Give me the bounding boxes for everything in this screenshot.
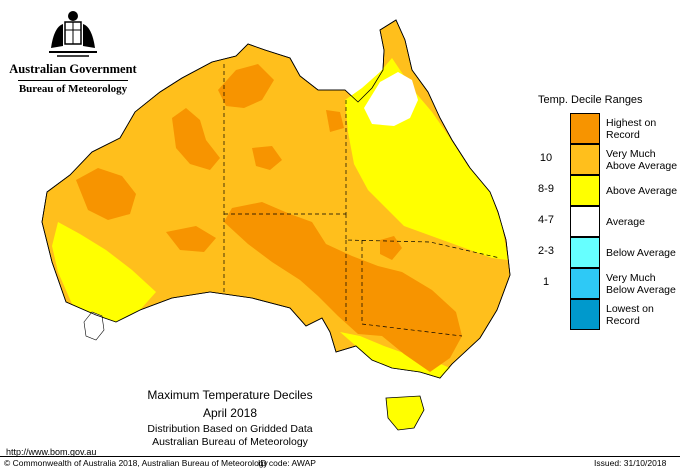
yellow-southwest bbox=[52, 222, 156, 322]
website-link[interactable]: http://www.bom.gov.au bbox=[6, 447, 97, 457]
issued-date: Issued: 31/10/2018 bbox=[594, 458, 667, 468]
legend-label: Very Much Above Average bbox=[606, 147, 678, 172]
orange-central-west bbox=[166, 226, 216, 252]
map-title: Maximum Temperature Deciles bbox=[147, 388, 313, 402]
legend-swatch bbox=[570, 175, 600, 206]
legend-title: Temp. Decile Ranges bbox=[538, 94, 643, 106]
legend-swatch bbox=[570, 299, 600, 330]
legend-item: 1 Very Much Below Average bbox=[530, 268, 680, 300]
white-cape-york bbox=[364, 72, 418, 126]
coat-of-arms-icon bbox=[49, 11, 97, 57]
map-subtitle: Distribution Based on Gridded Data bbox=[147, 423, 313, 435]
legend-label: Highest on Record bbox=[606, 116, 657, 141]
footer-divider bbox=[0, 456, 680, 457]
orange-queensland-inland bbox=[380, 236, 402, 260]
legend-swatch bbox=[570, 206, 600, 237]
orange-kimberley bbox=[172, 108, 220, 170]
copyright: © Commonwealth of Australia 2018, Austra… bbox=[4, 458, 268, 468]
legend-swatch bbox=[570, 237, 600, 268]
legend-item: 4-7 Average bbox=[530, 206, 680, 238]
legend-swatch bbox=[570, 144, 600, 175]
tasmania bbox=[385, 395, 425, 431]
legend-range: 2-3 bbox=[538, 245, 554, 257]
legend-label: Above Average bbox=[606, 184, 678, 197]
state-borders bbox=[223, 64, 501, 337]
legend-item: 2-3 Below Average bbox=[530, 237, 680, 269]
legend-range: 10 bbox=[539, 152, 553, 164]
map-period: April 2018 bbox=[202, 406, 258, 420]
legend-item: 8-9 Above Average bbox=[530, 175, 680, 207]
white-southwest-corner bbox=[83, 311, 105, 341]
legend-label: Very Much Below Average bbox=[606, 271, 676, 296]
legend-item: 10 Very Much Above Average bbox=[530, 144, 680, 176]
legend-swatch bbox=[570, 113, 600, 144]
legend-item: Highest on Record bbox=[530, 113, 680, 145]
legend-range: 4-7 bbox=[538, 214, 554, 226]
org-primary: Australian Government bbox=[9, 62, 137, 76]
id-code: ID code: AWAP bbox=[258, 458, 316, 468]
org-secondary: Bureau of Meteorology bbox=[18, 83, 128, 95]
legend-swatch bbox=[570, 268, 600, 299]
legend-range: 8-9 bbox=[538, 183, 554, 195]
orange-northern-territory bbox=[252, 146, 282, 170]
legend-label: Lowest on Record bbox=[606, 302, 654, 327]
government-branding: Australian Government Bureau of Meteorol… bbox=[8, 8, 138, 95]
map-source: Australian Bureau of Meteorology bbox=[152, 436, 308, 448]
legend-item: Lowest on Record bbox=[530, 299, 680, 331]
orange-central-southeast bbox=[224, 202, 462, 372]
map-caption: Maximum Temperature Deciles April 2018 D… bbox=[130, 388, 330, 448]
orange-pilbara bbox=[76, 168, 136, 220]
orange-gulf bbox=[326, 110, 344, 132]
yellow-pocket-qld bbox=[396, 186, 438, 212]
legend-label: Below Average bbox=[606, 246, 676, 259]
legend-label: Average bbox=[606, 215, 645, 228]
orange-top-end bbox=[218, 64, 274, 108]
divider bbox=[18, 80, 128, 81]
legend-range: 1 bbox=[542, 276, 550, 288]
